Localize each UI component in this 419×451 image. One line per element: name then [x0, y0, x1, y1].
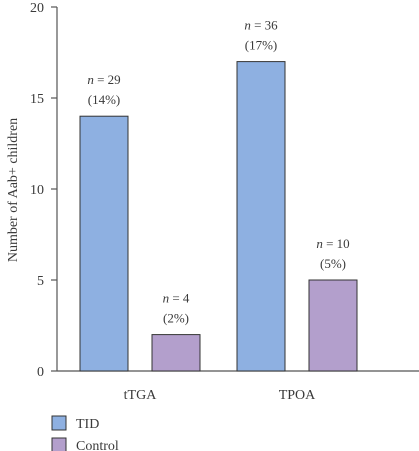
legend-label-tid: TID: [76, 417, 99, 432]
data-labels: n = 29 (14%) n = 36 (17%) n = 4 (2%) n = 10 (5%…: [87, 18, 349, 326]
bar-tid-tpoa: [236, 61, 286, 372]
bar-tid-ttga: [79, 115, 129, 372]
x-tick-label: tTGA: [124, 388, 158, 403]
legend: TID Control: [51, 415, 119, 451]
data-label-count: n = 36: [244, 18, 278, 33]
y-tick-label: 5: [37, 274, 44, 289]
x-axis: tTGA TPOA: [57, 370, 419, 403]
data-label-count: n = 10: [316, 236, 349, 251]
data-label-percent: (2%): [163, 311, 189, 326]
y-axis: 0 5 10 15 20: [30, 1, 58, 380]
data-label-count: n = 4: [163, 291, 190, 306]
data-label-percent: (5%): [320, 256, 346, 271]
y-tick-label: 10: [30, 183, 44, 198]
data-label-percent: (14%): [88, 92, 121, 107]
bar-control-ttga: [151, 334, 201, 372]
data-label-percent: (17%): [245, 38, 278, 53]
legend-swatch-control: [51, 437, 67, 451]
bar-control-tpoa: [308, 279, 358, 372]
legend-swatch-tid: [51, 415, 67, 431]
data-label-count: n = 29: [87, 72, 120, 87]
legend-label-control: Control: [76, 439, 119, 451]
y-tick-label: 20: [30, 1, 44, 16]
x-tick-label: TPOA: [279, 388, 316, 403]
y-axis-title: Number of Aab+ children: [6, 118, 21, 262]
bars: [79, 61, 358, 372]
y-tick-label: 0: [37, 365, 44, 380]
y-tick-label: 15: [30, 92, 44, 107]
